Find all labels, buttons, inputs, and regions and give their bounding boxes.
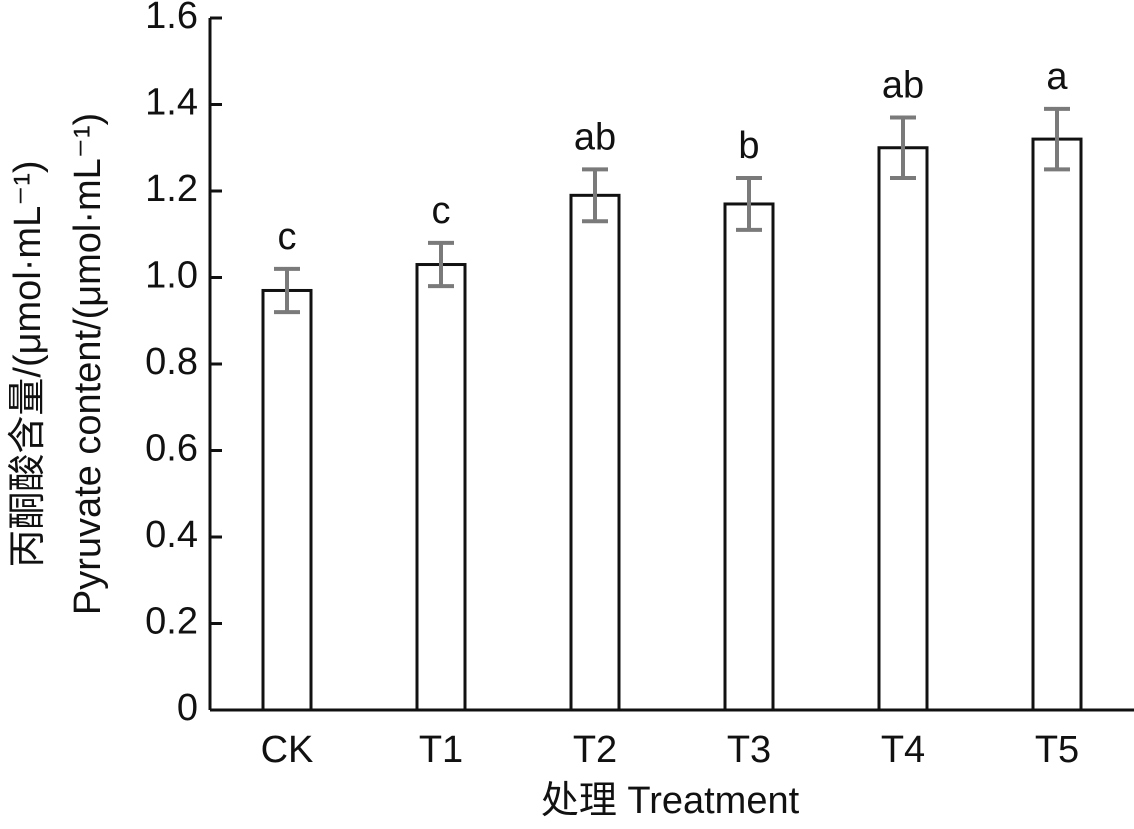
error-bar	[890, 115, 916, 181]
y-tick-label: 0	[177, 687, 198, 729]
y-tick-label: 1.0	[145, 255, 198, 297]
bar	[1031, 137, 1083, 712]
x-axis-title: 处理 Treatment	[541, 780, 800, 822]
error-bar	[736, 176, 762, 232]
error-bar	[1044, 106, 1070, 172]
significance-label: c	[278, 216, 297, 258]
y-tick-label: 0.8	[145, 341, 198, 383]
error-bar	[274, 266, 300, 315]
significance-label: c	[432, 190, 451, 232]
bar	[415, 263, 467, 712]
x-tick-label: T1	[419, 729, 463, 771]
bar	[877, 146, 929, 712]
significance-label: b	[738, 125, 759, 167]
bar	[723, 202, 775, 712]
x-tick-label: T4	[881, 729, 925, 771]
y-tick-label: 1.2	[145, 168, 198, 210]
error-bar	[428, 240, 454, 289]
significance-label: a	[1046, 56, 1068, 98]
bar	[261, 288, 313, 712]
y-tick-label: 0.2	[145, 601, 198, 643]
bar	[569, 193, 621, 712]
y-tick-label: 0.6	[145, 428, 198, 470]
y-axis-title: 丙酮酸含量/(μmol·mL⁻¹)	[7, 160, 49, 567]
x-tick-label: T3	[727, 729, 771, 771]
x-tick-label: T2	[573, 729, 617, 771]
y-axis-title: Pyruvate content/(μmol·mL⁻¹)	[67, 113, 109, 615]
y-tick-label: 1.6	[145, 0, 198, 37]
significance-label: ab	[882, 65, 924, 107]
x-tick-label: T5	[1035, 729, 1079, 771]
y-tick-label: 1.4	[145, 82, 198, 124]
significance-label: ab	[574, 116, 616, 158]
y-tick-label: 0.4	[145, 514, 198, 556]
error-bar	[582, 167, 608, 224]
x-tick-label: CK	[261, 729, 314, 771]
